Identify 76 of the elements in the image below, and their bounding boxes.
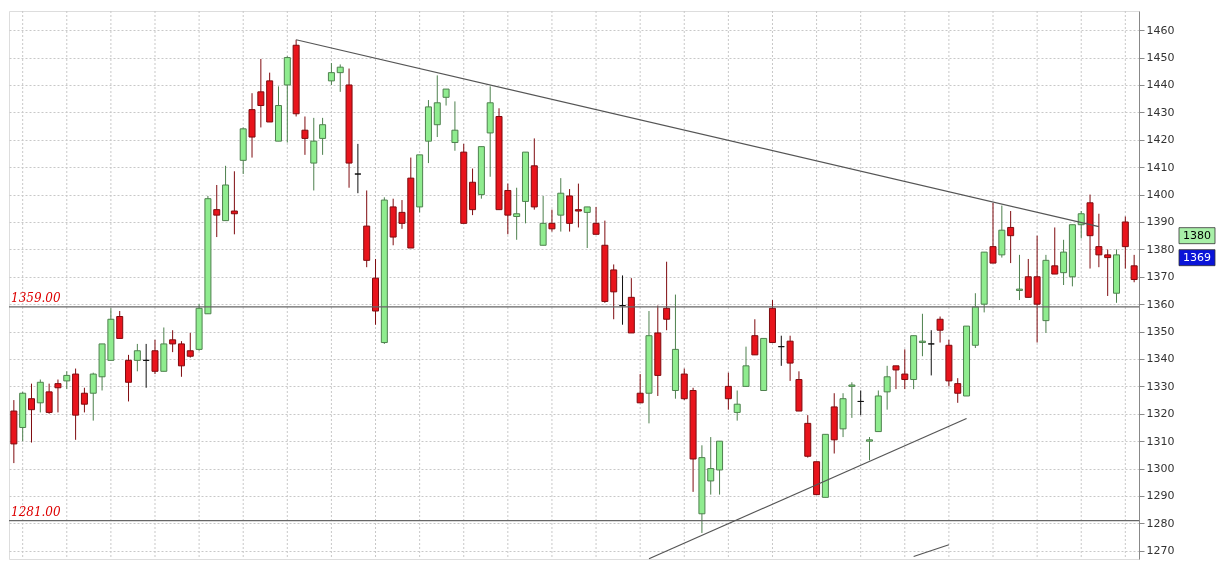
y-tick-label: 1310: [1146, 434, 1175, 448]
y-tick-label: 1340: [1146, 352, 1175, 366]
y-tick-label: 1270: [1146, 544, 1175, 558]
y-tick-label: 1410: [1146, 160, 1175, 174]
candlestick: [1051, 226, 1059, 275]
ref-line-label: 1359.00: [11, 290, 61, 305]
candlestick: [327, 62, 335, 86]
candlestick: [733, 389, 741, 422]
candlestick: [1007, 210, 1015, 264]
candlestick: [133, 343, 141, 372]
candlestick: [451, 100, 459, 152]
candlestick: [574, 183, 582, 228]
y-tick-label: 1330: [1146, 379, 1175, 393]
candlestick: [954, 377, 962, 404]
y-tick-label: 1290: [1146, 489, 1175, 503]
candlestick: [230, 170, 238, 235]
candlestick: [927, 329, 935, 376]
y-tick-label: 1420: [1146, 133, 1175, 147]
candlestick: [125, 354, 133, 402]
candlestick: [936, 316, 944, 344]
candlestick: [1130, 254, 1138, 283]
y-tick-label: 1380: [1146, 242, 1175, 256]
y-tick-label: 1300: [1146, 462, 1175, 476]
candlestick: [663, 261, 671, 331]
candlestick: [751, 318, 759, 356]
candlestick: [557, 177, 565, 233]
candlestick: [177, 340, 185, 378]
candlestick: [27, 383, 35, 444]
candlestick: [724, 372, 732, 411]
y-tick-label: 1320: [1146, 407, 1175, 421]
candlestick: [892, 365, 900, 390]
y-tick-label: 1450: [1146, 51, 1175, 65]
candlestick: [45, 383, 53, 415]
candlestick: [1060, 239, 1068, 286]
text: 1380: [1183, 228, 1211, 242]
candlestick: [54, 379, 62, 413]
y-tick-label: 1280: [1146, 516, 1175, 530]
candlestick: [336, 63, 344, 93]
candlestick: [592, 206, 600, 235]
candlestick: [257, 58, 265, 128]
candlestick: [186, 332, 194, 359]
candlestick: [310, 117, 318, 191]
candlestick: [742, 346, 750, 387]
candlestick: [883, 365, 891, 411]
candlestick: [433, 74, 441, 138]
candlestick: [116, 310, 124, 339]
candlestick: [169, 329, 177, 353]
y-tick-label: 1430: [1146, 105, 1175, 119]
candlestick: [786, 335, 794, 382]
y-tick-label: 1390: [1146, 215, 1175, 229]
y-tick-label: 1460: [1146, 23, 1175, 37]
candlestick: [213, 184, 221, 238]
candlestick: [513, 187, 521, 241]
candlestick: [901, 348, 909, 390]
candlestick: [548, 209, 556, 233]
candlestick: [539, 195, 547, 246]
candlestick: [319, 117, 327, 156]
candlestick: [151, 339, 159, 375]
text: 1369: [1183, 250, 1211, 264]
y-tick-label: 1350: [1146, 325, 1175, 339]
candlestick: [866, 436, 874, 461]
y-tick-label: 1440: [1146, 78, 1175, 92]
candlestick: [36, 379, 44, 413]
y-tick-label: 1370: [1146, 270, 1175, 284]
candlestick: [989, 202, 997, 264]
candlestick: [583, 206, 591, 249]
y-tick-label: 1360: [1146, 297, 1175, 311]
ref-line-label: 1281.00: [11, 504, 61, 519]
y-tick-label: 1400: [1146, 188, 1175, 202]
candlestick: [354, 143, 362, 194]
candlestick: [1015, 254, 1023, 301]
candlestick: [442, 88, 450, 107]
candlestick: [301, 115, 309, 156]
candlestick: [80, 387, 88, 413]
candlestick: [848, 381, 856, 419]
candlestick: [636, 373, 644, 404]
